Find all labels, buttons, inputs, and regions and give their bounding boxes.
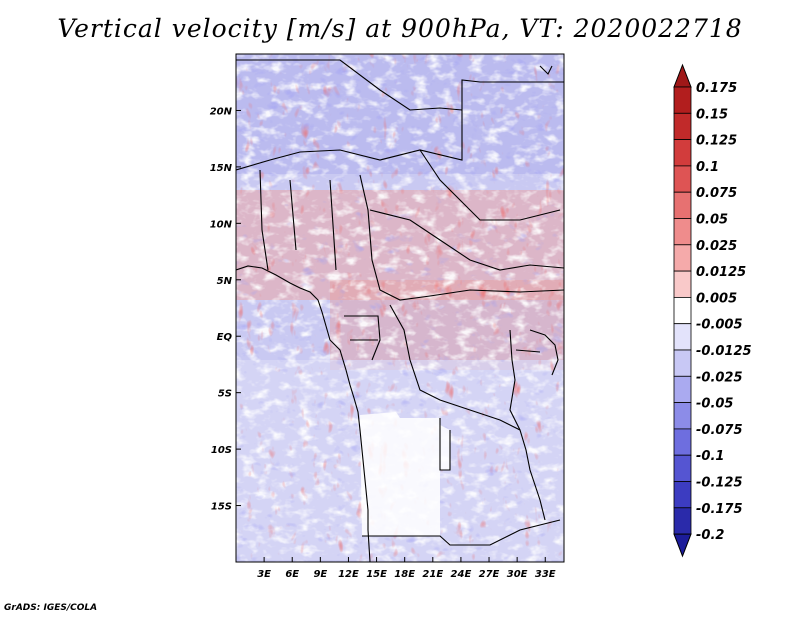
map-area (236, 54, 564, 562)
lat-tick-label: 5N (217, 276, 233, 287)
border-sahara (236, 59, 463, 111)
lon-tick-label: 15E (366, 569, 387, 580)
colorbar-label: 0.075 (696, 186, 737, 201)
border-angola (362, 418, 561, 546)
colorbar-label: 0.05 (696, 213, 728, 228)
lon-tick-label: 33E (535, 569, 556, 580)
colorbar-label: -0.175 (696, 502, 743, 517)
colorbar-band (673, 428, 692, 456)
lat-tick-label: 20N (210, 106, 233, 117)
colorbar-label: 0.1 (696, 160, 719, 175)
lon-tick-label: 6E (285, 569, 299, 580)
colorbar-label: -0.025 (696, 370, 743, 385)
colorbar-label: -0.05 (696, 397, 733, 412)
colorbar-label: -0.075 (696, 423, 743, 438)
border-sudan (419, 149, 561, 221)
colorbar-band (673, 454, 692, 482)
lat-tick-label: 15N (210, 163, 233, 174)
colorbar-bottom-cap (673, 533, 692, 558)
colorbar-label: -0.005 (696, 318, 743, 333)
lake-victoria (515, 329, 559, 376)
latitude-axis: 20N 15N 10N 5N EQ 5S 10S 15S (210, 106, 241, 513)
colorbar-top-cap (673, 63, 692, 88)
colorbar-label: -0.2 (696, 528, 724, 543)
border-drc (389, 304, 521, 431)
lon-tick-label: 27E (479, 569, 500, 580)
border-central (369, 209, 564, 271)
lon-tick-label: 30E (507, 569, 528, 580)
lat-tick-label: 10S (211, 445, 232, 456)
colorbar-band (673, 375, 692, 403)
colorbar-band (673, 191, 692, 219)
border-west-africa (259, 169, 564, 301)
grads-credit: GrADS: IGES/COLA (4, 603, 98, 613)
lon-tick-label: 18E (394, 569, 415, 580)
colorbar-band (673, 86, 692, 114)
colorbar-band (673, 244, 692, 272)
coast-northeast (539, 65, 553, 75)
colorbar-band (673, 402, 692, 430)
colorbar-band (673, 270, 692, 298)
no-data-region (360, 412, 450, 536)
colorbar-band (673, 165, 692, 193)
map-frame (235, 53, 565, 563)
colorbar: 0.175 0.15 0.125 0.1 0.075 0.05 0.025 0.0125 0.0… (673, 63, 752, 558)
colorbar-label: 0.005 (696, 291, 737, 306)
colorbar-band (673, 323, 692, 351)
longitude-axis: 3E 6E 9E 12E 15E 18E 21E 24E 27E 30E 33E (257, 557, 556, 580)
lon-tick-label: 21E (422, 569, 443, 580)
colorbar-band (673, 349, 692, 377)
map-title: Vertical velocity [m/s] at 900hPa, VT: 2… (57, 14, 743, 43)
colorbar-band (673, 296, 692, 325)
colorbar-band (673, 218, 692, 246)
colorbar-band (673, 112, 692, 141)
colorbar-label: 0.15 (696, 107, 728, 122)
colorbar-label: -0.125 (696, 476, 743, 491)
lon-tick-label: 24E (451, 569, 472, 580)
border-gabon (344, 315, 381, 361)
colorbar-label: 0.0125 (696, 265, 746, 280)
lake-rift (509, 329, 546, 521)
border-sahel (236, 79, 564, 171)
coastline-west (236, 265, 371, 562)
lat-tick-label: EQ (217, 332, 233, 343)
colorbar-label: -0.1 (696, 449, 724, 464)
lon-tick-label: 9E (313, 569, 327, 580)
colorbar-band (673, 507, 692, 535)
colorbar-label: 0.125 (696, 134, 737, 149)
lat-tick-label: 10N (210, 219, 233, 230)
lon-tick-label: 3E (257, 569, 271, 580)
colorbar-label: 0.175 (696, 81, 737, 96)
colorbar-label: -0.0125 (696, 344, 752, 359)
colorbar-label: 0.025 (696, 239, 737, 254)
lon-tick-label: 12E (338, 569, 359, 580)
boundaries (236, 59, 564, 562)
lat-tick-label: 5S (218, 389, 232, 400)
lat-tick-label: 15S (211, 502, 232, 513)
colorbar-band (673, 139, 692, 167)
colorbar-band (673, 481, 692, 509)
